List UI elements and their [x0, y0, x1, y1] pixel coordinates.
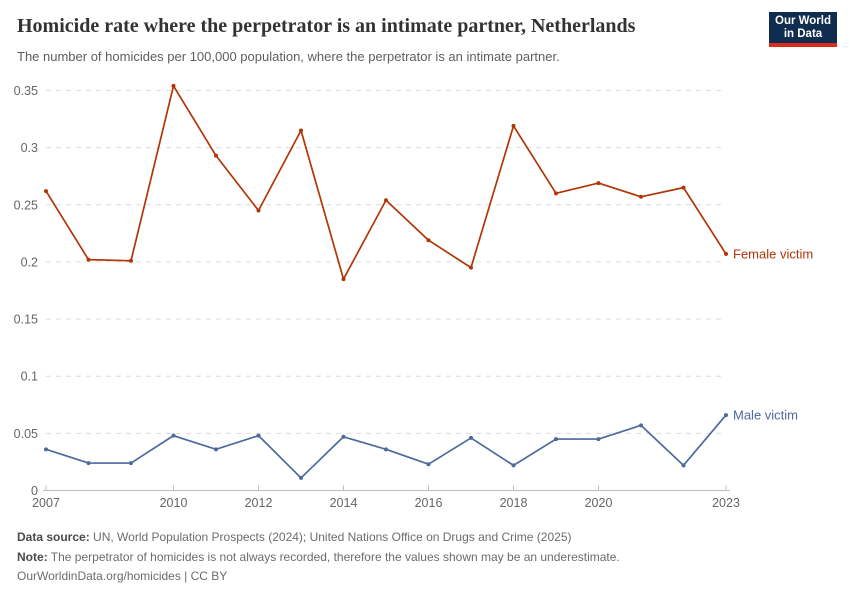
data-point-male-victim: [681, 463, 686, 468]
data-point-male-victim: [86, 461, 91, 466]
y-tick-label: 0.3: [21, 141, 38, 155]
series-line-female-victim: [45, 85, 727, 280]
chart-svg: 0 0.05 0.1 0.15 0.2 0.25 0.3 0.35 2007 2010 2012 20…: [14, 83, 813, 510]
data-point-male-victim: [256, 433, 261, 438]
data-point-female-victim: [469, 265, 473, 270]
data-point-female-victim: [511, 123, 516, 128]
data-point-male-victim: [384, 447, 388, 452]
series-label-female-victim: Female victim: [733, 246, 813, 261]
data-point-male-victim: [214, 447, 218, 452]
data-point-female-victim: [639, 194, 643, 199]
data-point-female-victim: [554, 191, 558, 196]
data-point-female-victim: [426, 238, 431, 243]
data-point-male-victim: [426, 462, 431, 467]
data-point-female-victim: [171, 83, 176, 88]
note-text: The perpetrator of homicides is not alwa…: [47, 549, 620, 564]
note-line: Note: The perpetrator of homicides is no…: [17, 548, 837, 568]
data-point-female-victim: [86, 257, 91, 262]
license-link[interactable]: OurWorldinData.org/homicides | CC BY: [17, 569, 228, 583]
data-point-male-victim: [341, 434, 346, 439]
data-source-label: Data source:: [17, 530, 90, 544]
x-tick-label: 2012: [245, 496, 273, 510]
data-point-female-victim: [44, 189, 48, 194]
x-tick-label: 2014: [330, 496, 358, 510]
data-point-female-victim: [724, 251, 728, 256]
x-tick-label: 2007: [32, 496, 60, 510]
series-line-male-victim: [45, 414, 727, 479]
data-point-female-victim: [256, 208, 261, 213]
x-tick-label: 2023: [712, 496, 740, 510]
data-point-male-victim: [554, 437, 558, 442]
y-tick-label: 0.1: [21, 370, 38, 384]
data-point-female-victim: [299, 128, 303, 133]
data-point-female-victim: [596, 181, 601, 186]
x-tick-label: 2016: [415, 496, 443, 510]
data-point-male-victim: [129, 461, 133, 466]
data-point-female-victim: [129, 258, 133, 263]
data-point-male-victim: [469, 435, 473, 440]
data-source-line: Data source: UN, World Population Prospe…: [17, 528, 837, 548]
y-tick-label: 0.25: [14, 198, 38, 212]
note-label: Note:: [17, 549, 48, 564]
data-point-female-victim: [341, 277, 346, 282]
data-point-male-victim: [299, 475, 303, 480]
data-point-male-victim: [44, 447, 48, 452]
data-source-text: UN, World Population Prospects (2024); U…: [89, 530, 572, 544]
data-point-female-victim: [384, 198, 388, 203]
chart-subtitle: The number of homicides per 100,000 popu…: [17, 49, 560, 64]
data-point-female-victim: [214, 153, 218, 158]
chart-footer: Data source: UN, World Population Prospe…: [17, 528, 837, 587]
data-point-male-victim: [596, 437, 601, 442]
y-tick-label: 0: [31, 484, 38, 498]
data-point-male-victim: [639, 423, 643, 428]
y-tick-label: 0.2: [21, 255, 38, 269]
data-point-male-victim: [171, 433, 176, 438]
x-tick-label: 2010: [160, 496, 188, 510]
chart-title: Homicide rate where the perpetrator is a…: [17, 15, 636, 37]
owid-logo-line2: in Data: [783, 28, 823, 40]
series-label-male-victim: Male victim: [733, 408, 798, 423]
data-point-male-victim: [511, 463, 516, 468]
owid-logo[interactable]: Our World in Data: [769, 12, 838, 47]
y-tick-label: 0.15: [14, 313, 38, 327]
owid-logo-line1: Our World: [775, 15, 832, 27]
x-tick-label: 2018: [500, 496, 528, 510]
data-point-female-victim: [681, 185, 686, 190]
data-point-male-victim: [724, 413, 728, 418]
y-tick-label: 0.05: [14, 427, 38, 441]
y-tick-label: 0.35: [14, 84, 38, 98]
x-tick-label: 2020: [585, 496, 613, 510]
